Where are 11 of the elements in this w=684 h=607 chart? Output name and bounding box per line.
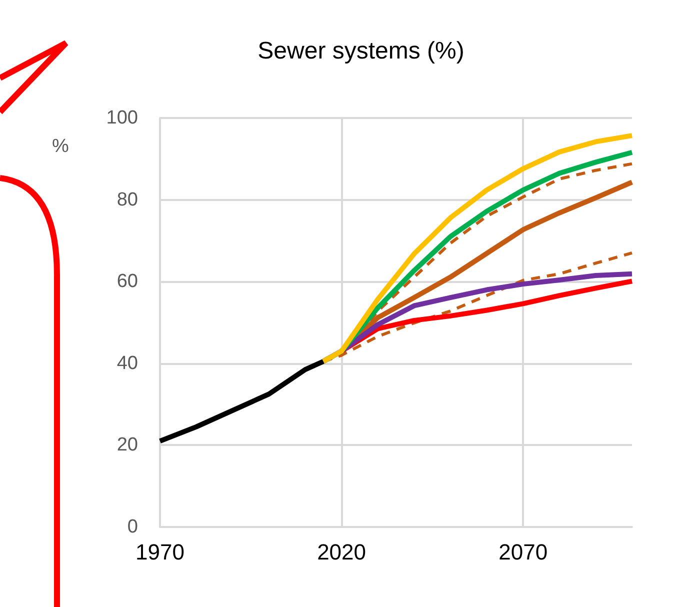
chart-title: Sewer systems (%) xyxy=(258,38,464,64)
x-tick-label: 1970 xyxy=(136,540,184,564)
x-tick-label: 2070 xyxy=(498,540,548,564)
y-tick-label: 20 xyxy=(116,434,138,456)
y-tick-label: 0 xyxy=(127,516,138,538)
y-tick-label: 100 xyxy=(106,108,138,128)
y-axis-title: % xyxy=(52,136,69,157)
y-tick-label: 40 xyxy=(116,352,138,374)
y-tick-label: 80 xyxy=(116,189,138,210)
x-tick-label: 2020 xyxy=(317,540,366,564)
y-tick-label: 60 xyxy=(116,271,138,292)
